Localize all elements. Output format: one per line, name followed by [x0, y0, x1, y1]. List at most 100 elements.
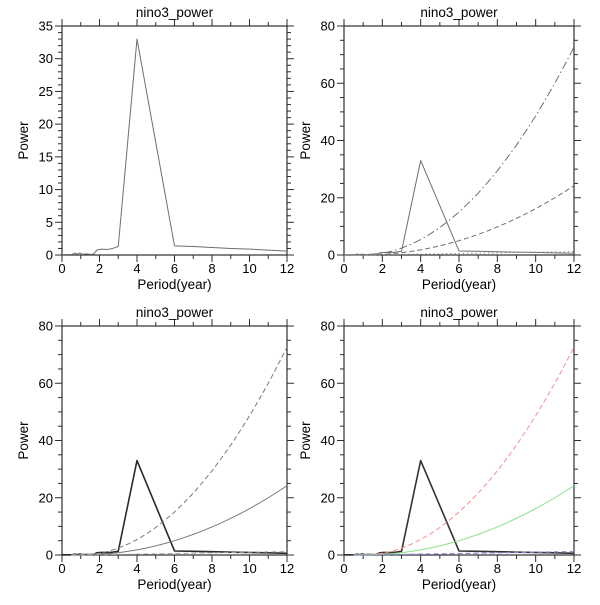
svg-text:12: 12 — [280, 561, 294, 576]
series-group — [343, 346, 575, 556]
svg-text:0: 0 — [340, 561, 347, 576]
svg-text:40: 40 — [321, 133, 335, 148]
series-line-curve-mid — [353, 485, 575, 556]
plot-top-left: 0 2 4 6 8 10 12 0 5 10 15 20 25 30 35 nino3_power Period… — [16, 5, 294, 292]
series-line-curve-flat — [353, 551, 575, 556]
svg-text:8: 8 — [494, 261, 501, 276]
svg-text:12: 12 — [567, 261, 581, 276]
y-tick-labels: 0 5 10 15 20 25 30 35 — [39, 19, 53, 263]
svg-text:6: 6 — [171, 561, 178, 576]
svg-text:80: 80 — [321, 319, 335, 334]
y-axis-label: Power — [16, 421, 31, 460]
svg-text:10: 10 — [242, 561, 256, 576]
svg-text:20: 20 — [39, 490, 53, 505]
y-axis-label: Power — [300, 121, 313, 160]
svg-text:40: 40 — [39, 433, 53, 448]
svg-text:60: 60 — [321, 76, 335, 91]
series-line-curve-mid — [71, 485, 288, 556]
panel-top-left: 0 2 4 6 8 10 12 0 5 10 15 20 25 30 35 nino3_power Period… — [0, 0, 300, 300]
svg-text:2: 2 — [379, 561, 386, 576]
series-group — [61, 38, 288, 256]
x-tick-labels: 0 2 4 6 8 10 12 — [58, 561, 294, 576]
series-line-curve-upper — [353, 346, 575, 556]
svg-text:10: 10 — [528, 261, 542, 276]
y-tick-labels: 0 20 40 60 80 — [321, 319, 335, 563]
svg-text:15: 15 — [39, 149, 53, 164]
x-axis-label: Period(year) — [422, 577, 496, 592]
panel-top-right: 0 2 4 6 8 10 12 0 20 40 60 80 nino3_power Period(year… — [298, 0, 600, 300]
plot-frame — [343, 325, 575, 556]
plot-title: nino3_power — [420, 5, 498, 20]
svg-text:80: 80 — [39, 319, 53, 334]
svg-text:10: 10 — [39, 182, 53, 197]
series-line-curve-upper — [353, 46, 575, 256]
y-tick-labels: 0 20 40 60 80 — [39, 319, 53, 563]
svg-text:0: 0 — [328, 548, 335, 563]
svg-text:4: 4 — [133, 561, 140, 576]
x-axis-label: Period(year) — [137, 277, 211, 292]
svg-text:2: 2 — [96, 561, 103, 576]
y-axis-label: Power — [16, 121, 31, 160]
plot-frame — [61, 25, 288, 256]
svg-text:12: 12 — [280, 261, 294, 276]
svg-text:2: 2 — [96, 261, 103, 276]
plot-title: nino3_power — [136, 5, 214, 20]
series-line-curve-flat — [353, 251, 575, 256]
svg-text:10: 10 — [528, 561, 542, 576]
svg-text:20: 20 — [39, 117, 53, 132]
svg-text:4: 4 — [133, 261, 140, 276]
svg-text:80: 80 — [321, 19, 335, 34]
svg-text:8: 8 — [494, 561, 501, 576]
svg-text:8: 8 — [208, 261, 215, 276]
series-line-curve-upper — [71, 346, 288, 556]
svg-text:0: 0 — [340, 261, 347, 276]
svg-text:0: 0 — [58, 261, 65, 276]
svg-text:60: 60 — [39, 376, 53, 391]
svg-text:12: 12 — [567, 561, 581, 576]
plot-bottom-right: 0 2 4 6 8 10 12 0 20 40 60 80 nino3_power Period(year… — [298, 305, 581, 592]
svg-text:0: 0 — [46, 248, 53, 263]
axis-ticks — [55, 19, 294, 262]
plot-bottom-left: 0 2 4 6 8 10 12 0 20 40 60 80 nino3_power Period(year… — [16, 305, 294, 592]
svg-text:6: 6 — [455, 561, 462, 576]
svg-text:5: 5 — [46, 215, 53, 230]
axis-ticks — [337, 319, 581, 562]
axis-ticks — [337, 19, 581, 262]
plot-top-right: 0 2 4 6 8 10 12 0 20 40 60 80 nino3_power Period(year… — [298, 5, 581, 292]
svg-text:40: 40 — [321, 433, 335, 448]
svg-text:6: 6 — [455, 261, 462, 276]
svg-text:4: 4 — [417, 561, 424, 576]
svg-text:2: 2 — [379, 261, 386, 276]
svg-text:35: 35 — [39, 19, 53, 34]
panel-bottom-left: 0 2 4 6 8 10 12 0 20 40 60 80 nino3_power Period(year… — [0, 300, 300, 600]
x-axis-label: Period(year) — [137, 577, 211, 592]
plot-frame — [343, 25, 575, 256]
svg-text:25: 25 — [39, 84, 53, 99]
x-axis-label: Period(year) — [422, 277, 496, 292]
svg-text:0: 0 — [58, 561, 65, 576]
series-line-curve-flat — [71, 551, 288, 556]
plot-title: nino3_power — [420, 305, 498, 320]
y-axis-label: Power — [300, 421, 313, 460]
series-line-spectrum — [61, 38, 288, 256]
plot-title: nino3_power — [136, 305, 214, 320]
y-tick-labels: 0 20 40 60 80 — [321, 19, 335, 263]
series-line-curve-mid — [353, 185, 575, 256]
series-group — [343, 46, 575, 256]
svg-text:10: 10 — [242, 261, 256, 276]
svg-text:60: 60 — [321, 376, 335, 391]
svg-text:0: 0 — [328, 248, 335, 263]
plot-frame — [61, 325, 288, 556]
x-tick-labels: 0 2 4 6 8 10 12 — [340, 561, 581, 576]
svg-text:0: 0 — [46, 548, 53, 563]
axis-ticks — [55, 319, 294, 562]
svg-text:30: 30 — [39, 51, 53, 66]
series-group — [61, 346, 288, 556]
panel-bottom-right: 0 2 4 6 8 10 12 0 20 40 60 80 nino3_power Period(year… — [298, 300, 600, 600]
x-tick-labels: 0 2 4 6 8 10 12 — [340, 261, 581, 276]
svg-text:20: 20 — [321, 190, 335, 205]
x-tick-labels: 0 2 4 6 8 10 12 — [58, 261, 294, 276]
svg-text:4: 4 — [417, 261, 424, 276]
svg-text:8: 8 — [208, 561, 215, 576]
